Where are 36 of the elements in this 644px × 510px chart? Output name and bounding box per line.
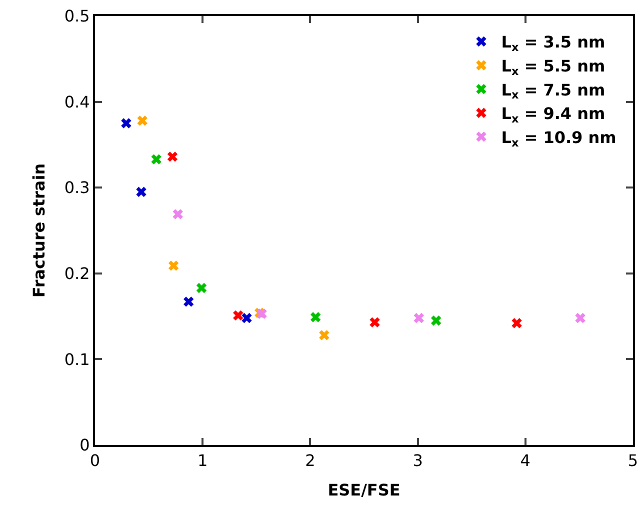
legend-label: L$_{x}$ = 7.5 nm <box>501 80 606 102</box>
point <box>319 330 330 340</box>
point <box>121 118 132 128</box>
y-tick-label: 0.3 <box>64 178 90 198</box>
x-tick-label: 3 <box>412 451 423 470</box>
point <box>184 296 194 307</box>
point <box>172 209 183 220</box>
y-tick-label: 0.2 <box>64 264 90 283</box>
legend-label: L$_{x}$ = 3.5 nm <box>501 32 606 54</box>
point <box>512 318 522 328</box>
legend-label: L$_{x}$ = 10.9 nm <box>501 128 616 150</box>
x-tick-label: 4 <box>520 451 530 470</box>
y-tick-label: 0.5 <box>64 6 90 26</box>
x-tick-label: 5 <box>628 451 638 470</box>
point <box>137 116 148 126</box>
x-axis-title: ESE/FSE <box>328 480 400 500</box>
y-axis-title: Fracture strain <box>30 163 49 298</box>
point <box>136 186 146 197</box>
point <box>575 312 586 324</box>
point <box>370 317 380 328</box>
y-tick-label: 0.4 <box>64 92 90 112</box>
point <box>233 310 244 321</box>
point <box>196 282 207 294</box>
legend-label: L$_{x}$ = 5.5 nm <box>501 56 606 78</box>
y-tick-label: 0 <box>80 436 90 455</box>
point <box>414 312 424 324</box>
x-tick-label: 2 <box>305 451 316 470</box>
point <box>430 315 442 326</box>
point <box>151 154 162 164</box>
y-tick-label: 0.1 <box>64 350 90 369</box>
point <box>242 312 252 324</box>
x-tick-label: 1 <box>198 451 208 470</box>
point <box>167 152 178 162</box>
point <box>310 312 321 322</box>
legend-label: L$_{x}$ = 9.4 nm <box>501 104 606 126</box>
point <box>168 260 179 271</box>
